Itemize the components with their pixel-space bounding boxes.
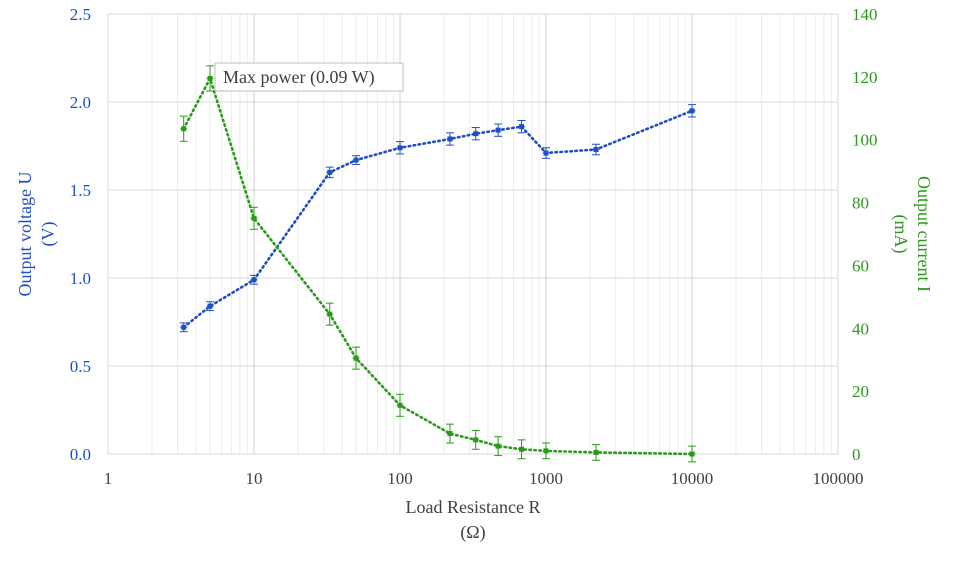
current-series <box>179 65 696 463</box>
current-data-point <box>593 449 599 455</box>
voltage-data-point <box>689 108 695 114</box>
current-data-point <box>397 402 403 408</box>
y-left-tick-label: 2.0 <box>70 93 91 112</box>
y-right-tick-label: 80 <box>852 194 869 213</box>
y-left-axis-title: Output voltage U <box>15 172 35 297</box>
x-tick-label: 10000 <box>671 469 714 488</box>
x-axis-unit: (Ω) <box>460 522 485 543</box>
y-left-tick-label: 1.5 <box>70 181 91 200</box>
annotation: Max power (0.09 W) <box>214 62 404 92</box>
current-data-point <box>473 437 479 443</box>
y-right-tick-label: 60 <box>852 256 869 275</box>
series-group <box>179 65 696 463</box>
y-right-tick-label: 100 <box>852 131 878 150</box>
annotation-text: Max power (0.09 W) <box>223 67 375 88</box>
y-left-tick-label: 2.5 <box>70 5 91 24</box>
y-right-tick-label: 20 <box>852 382 869 401</box>
y-left-axis-unit: (V) <box>38 222 59 247</box>
voltage-data-point <box>519 124 525 130</box>
y-right-tick-label: 0 <box>852 445 861 464</box>
voltage-data-point <box>397 145 403 151</box>
voltage-series <box>179 104 696 333</box>
voltage-data-point <box>495 127 501 133</box>
current-data-point <box>495 443 501 449</box>
y-right-tick-label: 120 <box>852 68 878 87</box>
voltage-data-point <box>543 150 549 156</box>
voltage-data-point <box>251 277 257 283</box>
y-right-axis-unit: (mA) <box>890 215 911 254</box>
voltage-data-point <box>473 131 479 137</box>
voltage-data-point <box>593 147 599 153</box>
x-tick-label: 10 <box>246 469 263 488</box>
y-right-axis-title: Output current I <box>914 176 934 292</box>
voltage-data-point <box>447 136 453 142</box>
y-left-tick-label: 0.5 <box>70 357 91 376</box>
y-right-tick-label: 140 <box>852 5 878 24</box>
x-axis-title: Load Resistance R <box>406 497 541 517</box>
voltage-data-point <box>207 303 213 309</box>
y-right-tick-label: 40 <box>852 319 869 338</box>
current-data-point <box>207 75 213 81</box>
x-tick-label: 1 <box>104 469 113 488</box>
x-tick-label: 1000 <box>529 469 563 488</box>
current-data-point <box>251 215 257 221</box>
current-data-point <box>327 311 333 317</box>
current-data-point <box>353 355 359 361</box>
voltage-data-point <box>181 324 187 330</box>
y-left-tick-label: 0.0 <box>70 445 91 464</box>
annotation-box <box>214 62 404 92</box>
current-data-point <box>689 451 695 457</box>
x-tick-label: 100 <box>387 469 413 488</box>
current-data-point <box>447 431 453 437</box>
tick-labels: 1 10 100 1000 10000 100000 0.0 0.5 1.0 1.5 2.0 2.5 0… <box>70 5 878 488</box>
voltage-data-point <box>327 169 333 175</box>
plot-area-border <box>107 13 839 455</box>
current-data-point <box>543 448 549 454</box>
voltage-data-point <box>353 157 359 163</box>
x-tick-label: 100000 <box>813 469 864 488</box>
current-data-point <box>181 126 187 132</box>
y-left-tick-label: 1.0 <box>70 269 91 288</box>
current-data-point <box>519 446 525 452</box>
